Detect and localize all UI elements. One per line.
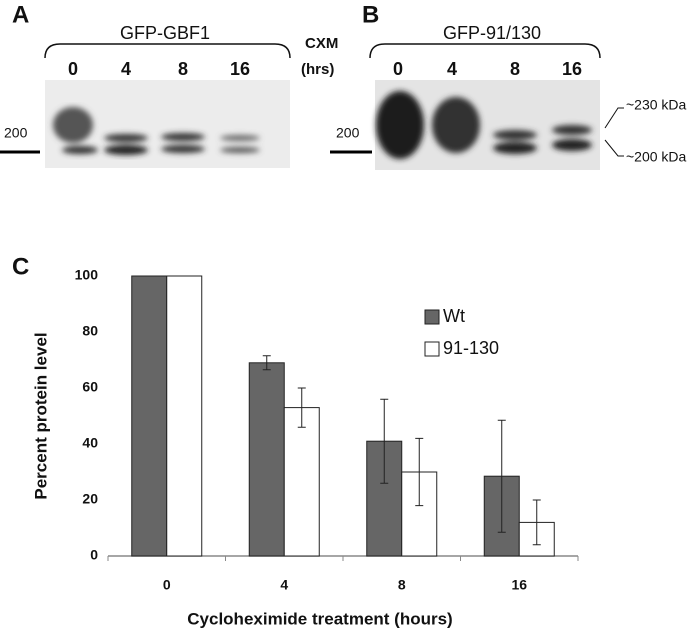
blot-title: GFP-GBF1	[120, 23, 210, 43]
error-bar	[532, 499, 541, 546]
error-bar	[262, 355, 271, 371]
error-bar	[297, 387, 306, 428]
y-tick-label: 40	[82, 435, 98, 451]
lane-label: 8	[510, 59, 520, 79]
legend-swatch	[424, 341, 440, 357]
bands	[376, 91, 592, 159]
error-bar	[415, 437, 424, 507]
y-tick-label: 80	[82, 323, 98, 339]
blot-image	[45, 80, 290, 168]
x-tick-label: 8	[398, 577, 406, 593]
connector	[604, 107, 624, 129]
panel-letter: C	[12, 253, 29, 280]
bands	[53, 107, 260, 155]
bar	[166, 275, 203, 557]
blot-title: GFP-91/130	[443, 23, 541, 43]
error-bar	[497, 419, 506, 533]
lane-label: 16	[562, 59, 582, 79]
bar	[248, 362, 285, 557]
band-label: ~230 kDa	[626, 97, 687, 113]
y-tick-label: 100	[75, 267, 99, 283]
bracket	[369, 43, 601, 59]
panel-letter: A	[12, 1, 29, 28]
y-tick-label: 20	[82, 491, 98, 507]
marker-label: 200	[336, 125, 360, 141]
lane-label: 0	[68, 59, 78, 79]
x-axis-label: Cycloheximide treatment (hours)	[187, 609, 452, 628]
y-axis-label: Percent protein level	[31, 332, 50, 499]
y-tick-label: 0	[90, 547, 98, 563]
lane-label: 4	[447, 59, 457, 79]
blot-image	[375, 80, 600, 170]
error-bar	[380, 398, 389, 484]
x-tick-label: 4	[280, 577, 288, 593]
x-tick-label: 16	[511, 577, 527, 593]
legend-label: Wt	[443, 306, 465, 326]
lane-label: 4	[121, 59, 131, 79]
lane-label: 8	[178, 59, 188, 79]
bar	[283, 407, 320, 557]
panel-letter: B	[362, 1, 379, 28]
y-tick-label: 60	[82, 379, 98, 395]
legend-swatch	[424, 309, 440, 325]
band-label: ~200 kDa	[626, 149, 687, 165]
bracket	[44, 43, 291, 59]
x-tick-label: 0	[163, 577, 171, 593]
legend-label: 91-130	[443, 338, 499, 358]
treatment-name: CXM	[305, 35, 338, 52]
lane-label: 0	[393, 59, 403, 79]
bar	[131, 275, 168, 557]
treatment-unit: (hrs)	[301, 61, 334, 78]
marker-label: 200	[4, 125, 28, 141]
lane-label: 16	[230, 59, 250, 79]
connector	[604, 139, 624, 157]
